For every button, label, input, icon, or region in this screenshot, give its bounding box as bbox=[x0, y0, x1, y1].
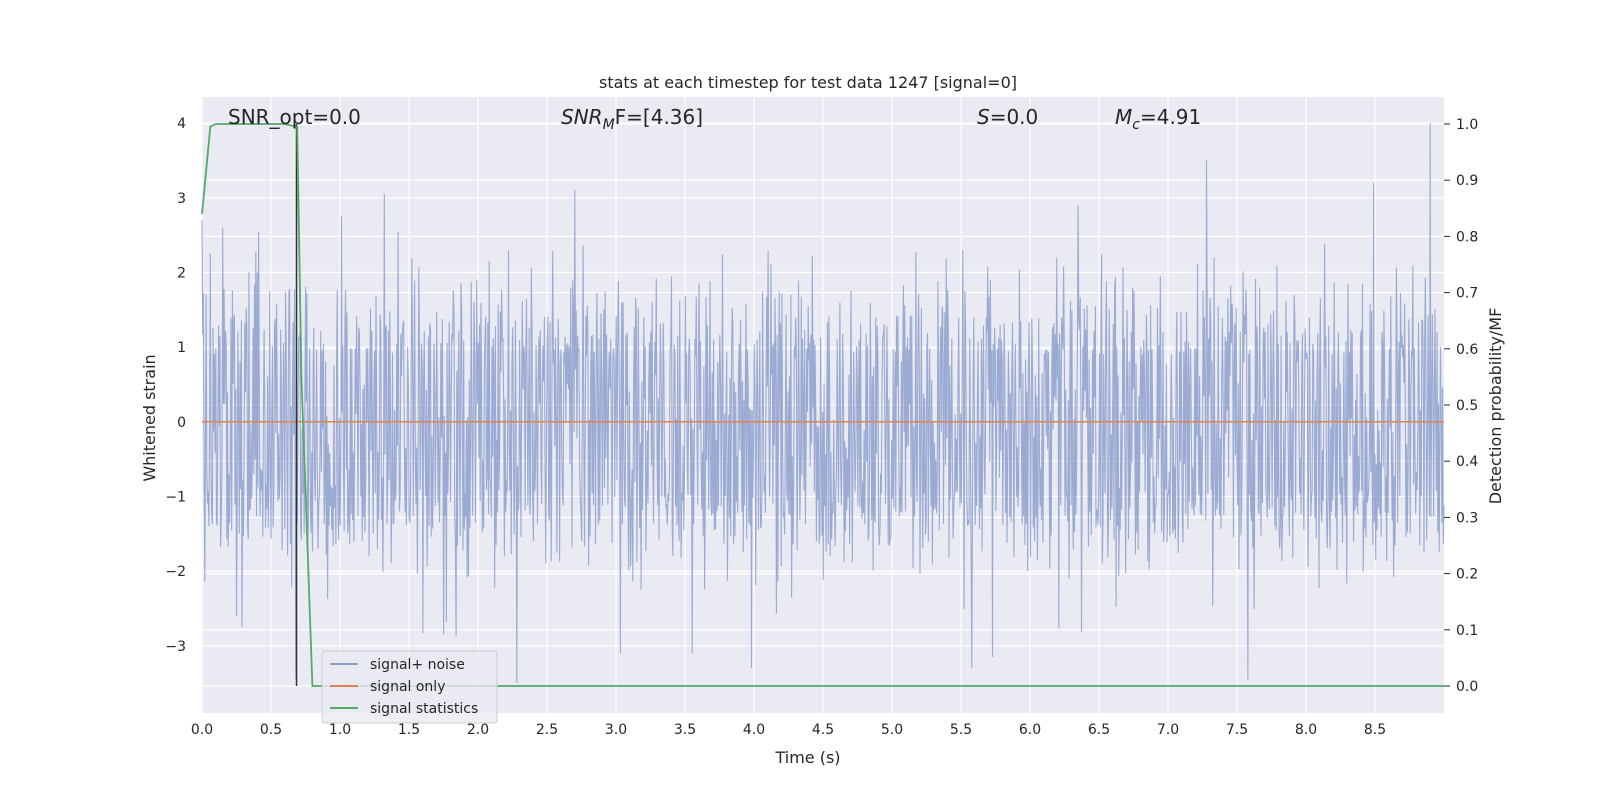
y-axis-ticks: 4 3 2 1 0 −1 −2 −3 bbox=[165, 116, 186, 655]
series-signal-statistics bbox=[201, 123, 1444, 687]
y2-tick-label: 1.0 bbox=[1456, 117, 1478, 133]
y2-tick-label: 0.3 bbox=[1456, 510, 1478, 526]
y2-tick-label: 0.9 bbox=[1456, 173, 1478, 189]
x-tick-label: 3.0 bbox=[605, 722, 627, 738]
x-tick-label: 2.0 bbox=[467, 722, 489, 738]
annotation-snr-mf-value: F=[4.36] bbox=[615, 105, 703, 129]
y2-axis-label: Detection probability/MF bbox=[1486, 308, 1505, 505]
y-tick-label: 2 bbox=[177, 265, 186, 281]
y-tick-label: 1 bbox=[177, 340, 186, 356]
x-tick-label: 5.5 bbox=[950, 722, 972, 738]
y-tick-label: −1 bbox=[165, 489, 186, 505]
y-tick-label: −3 bbox=[165, 639, 186, 655]
y2-tick-label: 0.5 bbox=[1456, 398, 1478, 414]
annotation-mc: Mc=4.91 bbox=[1115, 105, 1201, 133]
y2-tick-label: 0.0 bbox=[1456, 679, 1478, 695]
legend-label-signal-only: signal only bbox=[370, 679, 445, 695]
y-tick-label: 3 bbox=[177, 191, 186, 207]
y2-tick-label: 0.1 bbox=[1456, 623, 1478, 639]
annotation-s-value: =0.0 bbox=[990, 105, 1039, 129]
line-signal-statistics bbox=[201, 123, 1444, 687]
y2-tick-label: 0.6 bbox=[1456, 342, 1478, 358]
legend-box bbox=[321, 650, 498, 724]
annotations: SNR_opt=0.0 SNRMF=[4.36] S=0.0 Mc=4.91 bbox=[228, 105, 1201, 133]
x-tick-label: 3.5 bbox=[674, 722, 696, 738]
x-tick-label: 6.5 bbox=[1088, 722, 1110, 738]
x-tick-label: 4.5 bbox=[812, 722, 834, 738]
x-tick-label: 8.0 bbox=[1295, 722, 1317, 738]
y-axis-label: Whitened strain bbox=[140, 354, 159, 481]
y2-tick-label: 0.7 bbox=[1456, 286, 1478, 302]
annotation-snr-mf-subscript: M bbox=[603, 117, 615, 133]
annotation-snr-opt: SNR_opt=0.0 bbox=[228, 105, 361, 129]
y-tick-label: 4 bbox=[177, 116, 186, 132]
y2-tick-label: 0.8 bbox=[1456, 229, 1478, 245]
x-tick-label: 7.0 bbox=[1157, 722, 1179, 738]
annotation-snr-mf-symbol: SNR bbox=[561, 105, 603, 129]
x-tick-label: 0.5 bbox=[260, 722, 282, 738]
y-tick-label: 0 bbox=[177, 415, 186, 431]
annotation-s-symbol: S bbox=[977, 105, 990, 129]
series-signal-plus-noise bbox=[201, 123, 1445, 684]
x-axis-ticks: 0.0 0.5 1.0 1.5 2.0 2.5 3.0 3.5 4.0 4.5 5.0 5.5 6.0 6… bbox=[191, 722, 1386, 738]
x-axis-label: Time (s) bbox=[774, 748, 840, 767]
y-tick-label: −2 bbox=[165, 564, 186, 580]
annotation-snr-mf: SNRMF=[4.36] bbox=[561, 105, 703, 133]
x-tick-label: 5.0 bbox=[881, 722, 903, 738]
y2-tick-label: 0.2 bbox=[1456, 567, 1478, 583]
x-tick-label: 7.5 bbox=[1226, 722, 1248, 738]
chart-title: stats at each timestep for test data 124… bbox=[599, 73, 1017, 92]
y2-tick-label: 0.4 bbox=[1456, 454, 1478, 470]
legend-label-signal-plus-noise: signal+ noise bbox=[370, 657, 465, 673]
y2-axis-ticks: 1.0 0.9 0.8 0.7 0.6 0.5 0.4 0.3 0.2 0.1 0.0 bbox=[1444, 117, 1478, 695]
annotation-mc-symbol: M bbox=[1115, 105, 1132, 129]
annotation-mc-subscript: c bbox=[1132, 117, 1140, 133]
x-tick-label: 6.0 bbox=[1019, 722, 1041, 738]
legend-label-signal-statistics: signal statistics bbox=[370, 701, 478, 717]
annotation-mc-value: =4.91 bbox=[1140, 105, 1201, 129]
x-tick-label: 1.0 bbox=[329, 722, 351, 738]
line-signal-plus-noise bbox=[201, 123, 1445, 684]
legend: signal+ noise signal only signal statist… bbox=[321, 650, 498, 724]
x-tick-label: 2.5 bbox=[536, 722, 558, 738]
x-tick-label: 1.5 bbox=[398, 722, 420, 738]
x-tick-label: 4.0 bbox=[743, 722, 765, 738]
annotation-s: S=0.0 bbox=[977, 105, 1038, 129]
x-tick-label: 8.5 bbox=[1364, 722, 1386, 738]
x-tick-label: 0.0 bbox=[191, 722, 213, 738]
